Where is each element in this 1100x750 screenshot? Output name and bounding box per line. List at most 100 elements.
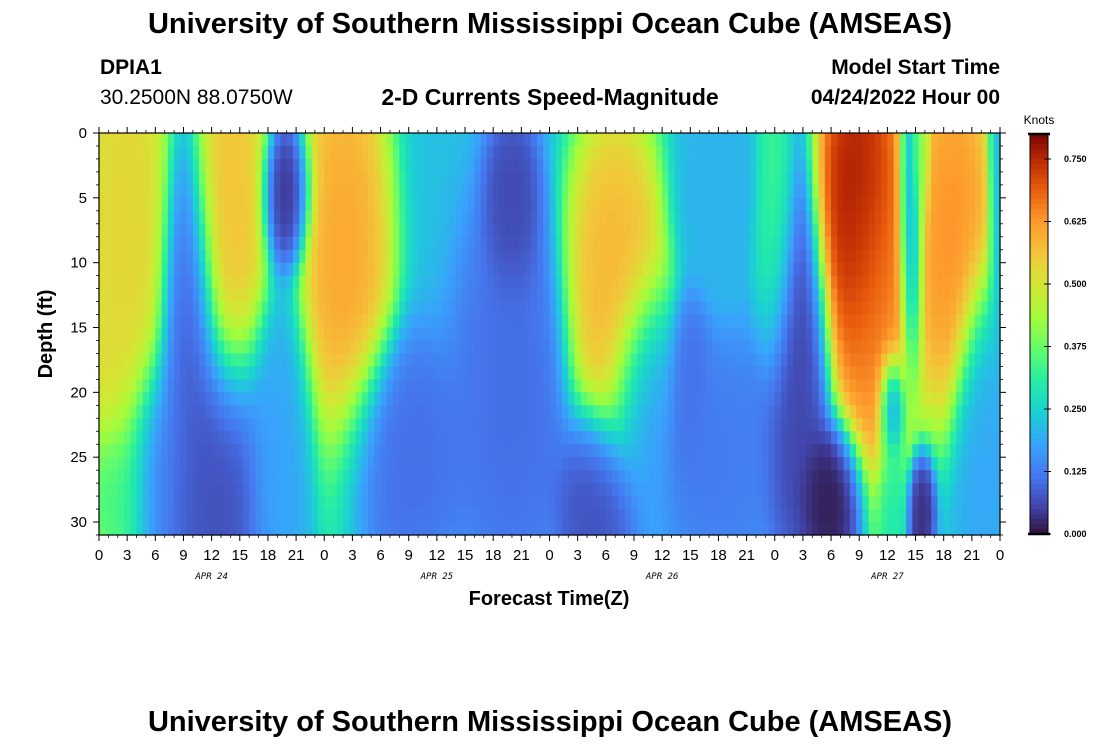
heatmap-cell bbox=[624, 509, 632, 523]
heatmap-cell bbox=[349, 405, 357, 419]
heatmap-cell bbox=[180, 470, 188, 484]
heatmap-cell bbox=[161, 444, 169, 458]
heatmap-cell bbox=[324, 509, 332, 523]
heatmap-cell bbox=[349, 340, 357, 355]
heatmap-cell bbox=[274, 223, 282, 238]
heatmap-cell bbox=[674, 327, 682, 342]
heatmap-cell bbox=[192, 171, 200, 186]
heatmap-cell bbox=[580, 288, 588, 303]
heatmap-cell bbox=[668, 133, 676, 147]
heatmap-cell bbox=[956, 483, 964, 497]
heatmap-cell bbox=[255, 353, 263, 368]
heatmap-cell bbox=[724, 288, 732, 303]
heatmap-cell bbox=[280, 262, 288, 277]
heatmap-cell bbox=[449, 288, 457, 303]
heatmap-cell bbox=[486, 262, 494, 277]
heatmap-cell bbox=[962, 340, 970, 355]
heatmap-cell bbox=[949, 457, 957, 471]
date-label: APR 25 bbox=[420, 572, 454, 582]
heatmap-cell bbox=[974, 133, 982, 147]
heatmap-cell bbox=[117, 366, 125, 380]
heatmap-cell bbox=[874, 197, 882, 212]
heatmap-cell bbox=[662, 353, 669, 368]
heatmap-cell bbox=[987, 327, 995, 342]
heatmap-cell bbox=[568, 340, 576, 355]
heatmap-cell bbox=[899, 353, 907, 368]
heatmap-cell bbox=[192, 133, 200, 147]
heatmap-cell bbox=[317, 223, 325, 238]
heatmap-cell bbox=[724, 431, 732, 445]
heatmap-cell bbox=[99, 483, 106, 497]
heatmap-cell bbox=[924, 522, 932, 536]
heatmap-cell bbox=[524, 249, 532, 264]
heatmap-cell bbox=[330, 522, 338, 536]
heatmap-cell bbox=[918, 314, 926, 329]
heatmap-cell bbox=[693, 158, 701, 173]
heatmap-cell bbox=[555, 327, 563, 342]
heatmap-cell bbox=[705, 275, 713, 290]
heatmap-cell bbox=[555, 133, 563, 147]
heatmap-cell bbox=[499, 405, 507, 419]
heatmap-cell bbox=[430, 327, 438, 342]
heatmap-cell bbox=[280, 314, 288, 329]
heatmap-cell bbox=[399, 223, 407, 238]
heatmap-cell bbox=[962, 249, 970, 264]
heatmap-cell bbox=[618, 405, 626, 419]
heatmap-cell bbox=[111, 327, 119, 342]
heatmap-cell bbox=[737, 133, 745, 147]
heatmap-cell bbox=[755, 522, 763, 536]
heatmap-cell bbox=[956, 392, 964, 406]
heatmap-cell bbox=[574, 223, 582, 238]
heatmap-cell bbox=[211, 301, 219, 316]
heatmap-cell bbox=[468, 197, 476, 212]
heatmap-cell bbox=[399, 145, 407, 160]
heatmap-cell bbox=[230, 301, 238, 316]
heatmap-cell bbox=[518, 301, 526, 316]
heatmap-cell bbox=[324, 327, 332, 342]
heatmap-cell bbox=[574, 405, 582, 419]
heatmap-cell bbox=[949, 444, 957, 458]
heatmap-cell bbox=[299, 249, 307, 264]
heatmap-cell bbox=[524, 197, 532, 212]
heatmap-cell bbox=[680, 184, 688, 199]
heatmap-cell bbox=[192, 262, 200, 277]
heatmap-cell bbox=[205, 457, 213, 471]
heatmap-cell bbox=[336, 145, 344, 160]
heatmap-cell bbox=[612, 405, 619, 419]
heatmap-cell bbox=[230, 288, 238, 303]
heatmap-cell bbox=[167, 366, 175, 380]
heatmap-cell bbox=[486, 223, 494, 238]
heatmap-cell bbox=[124, 379, 131, 393]
heatmap-cell bbox=[430, 133, 438, 147]
heatmap-cell bbox=[918, 509, 926, 523]
heatmap-cell bbox=[749, 223, 757, 238]
heatmap-cell bbox=[887, 145, 895, 160]
heatmap-cell bbox=[668, 301, 676, 316]
heatmap-cell bbox=[630, 470, 638, 484]
heatmap-cell bbox=[192, 314, 200, 329]
heatmap-cell bbox=[305, 340, 313, 355]
heatmap-cell bbox=[161, 249, 169, 264]
heatmap-cell bbox=[355, 327, 363, 342]
heatmap-cell bbox=[655, 327, 663, 342]
colorbar-segment bbox=[1030, 414, 1048, 420]
heatmap-cell bbox=[668, 249, 676, 264]
heatmap-cell bbox=[411, 366, 419, 380]
heatmap-cell bbox=[474, 379, 482, 393]
heatmap-cell bbox=[361, 145, 369, 160]
heatmap-cell bbox=[130, 145, 138, 160]
heatmap-cell bbox=[574, 431, 582, 445]
heatmap-cell bbox=[242, 418, 250, 432]
heatmap-cell bbox=[99, 171, 106, 186]
heatmap-cell bbox=[474, 197, 482, 212]
heatmap-cell bbox=[618, 340, 626, 355]
heatmap-cell bbox=[349, 314, 357, 329]
heatmap-cell bbox=[931, 483, 939, 497]
heatmap-cell bbox=[355, 496, 363, 510]
heatmap-cell bbox=[261, 275, 269, 290]
heatmap-cell bbox=[161, 301, 169, 316]
heatmap-cell bbox=[186, 509, 194, 523]
heatmap-cell bbox=[286, 236, 294, 251]
heatmap-cell bbox=[186, 133, 194, 147]
heatmap-cell bbox=[511, 184, 519, 199]
